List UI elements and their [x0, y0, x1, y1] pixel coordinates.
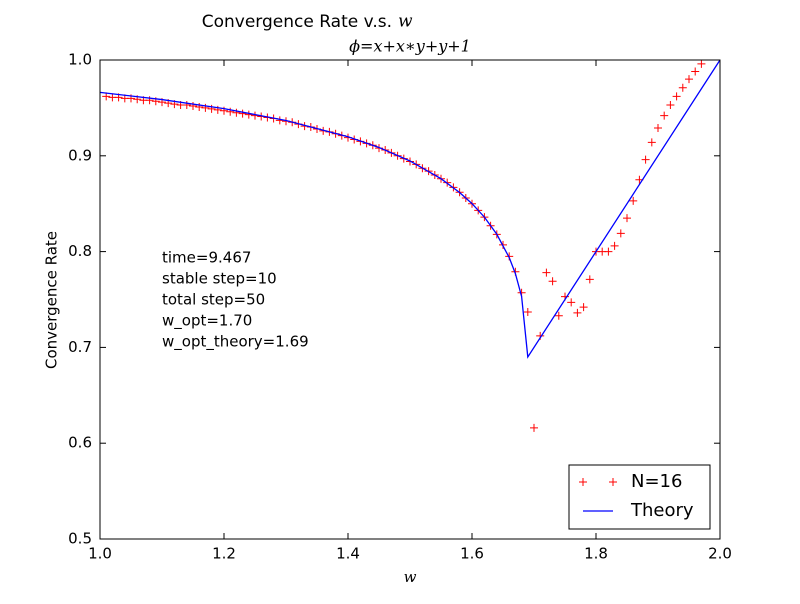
- data-point: [685, 75, 693, 84]
- data-point: [647, 138, 656, 147]
- x-tick-label: 1.4: [336, 545, 360, 563]
- data-point: [182, 101, 191, 110]
- data-point: [567, 298, 576, 307]
- y-tick-label: 0.5: [68, 530, 92, 548]
- y-tick-label: 0.9: [68, 146, 92, 164]
- legend-marker: [579, 478, 617, 486]
- y-axis-label: Convergence Rate: [43, 231, 61, 369]
- x-tick-label: 1.0: [88, 545, 112, 563]
- y-tick-label: 0.8: [68, 242, 92, 260]
- data-point: [585, 275, 594, 284]
- x-tick-label: 1.8: [584, 545, 608, 563]
- data-point: [579, 303, 588, 312]
- data-point: [629, 196, 638, 205]
- data-point: [201, 103, 210, 112]
- chart-title: Convergence Rate v.s.: [202, 12, 392, 32]
- data-point: [654, 124, 662, 133]
- data-point: [660, 111, 669, 120]
- y-tick-label: 0.7: [68, 338, 92, 356]
- y-tick-label: 1.0: [68, 51, 92, 69]
- data-point: [641, 155, 650, 164]
- x-axis-label: w: [404, 568, 417, 586]
- data-point: [226, 107, 235, 116]
- annotation: time=9.467: [162, 249, 251, 267]
- chart-subtitle: ϕ=x+x∗y+y+1: [349, 37, 471, 56]
- annotation: stable step=10: [162, 270, 277, 288]
- data-point: [604, 247, 613, 256]
- data-point: [610, 241, 619, 250]
- data-point: [573, 308, 582, 317]
- data-point: [195, 102, 204, 111]
- data-point: [244, 110, 253, 119]
- data-point: [542, 268, 551, 277]
- data-point: [666, 101, 675, 110]
- data-point: [232, 108, 241, 117]
- data-point: [616, 229, 625, 238]
- data-point: [672, 92, 681, 101]
- annotation: total step=50: [162, 291, 265, 309]
- data-point: [530, 423, 538, 432]
- data-point: [623, 214, 631, 223]
- data-point: [548, 277, 557, 286]
- data-point: [189, 101, 197, 110]
- legend-label: N=16: [631, 471, 682, 492]
- data-point: [554, 311, 563, 320]
- data-point: [697, 59, 706, 68]
- legend-box: [568, 464, 711, 530]
- x-tick-label: 1.2: [212, 545, 236, 563]
- x-tick-label: 1.6: [460, 545, 484, 563]
- data-point: [678, 83, 687, 92]
- chart-title-math: w: [398, 12, 413, 32]
- annotation: w_opt_theory=1.69: [162, 333, 309, 352]
- axes-frame: [99, 59, 721, 540]
- data-point: [523, 307, 532, 316]
- annotation: w_opt=1.70: [162, 312, 252, 331]
- y-tick-label: 0.6: [68, 434, 92, 452]
- x-tick-label: 2.0: [708, 545, 732, 563]
- data-line: [99, 59, 721, 359]
- data-point: [238, 109, 247, 118]
- data-point: [691, 67, 700, 76]
- legend-label: Theory: [630, 500, 694, 521]
